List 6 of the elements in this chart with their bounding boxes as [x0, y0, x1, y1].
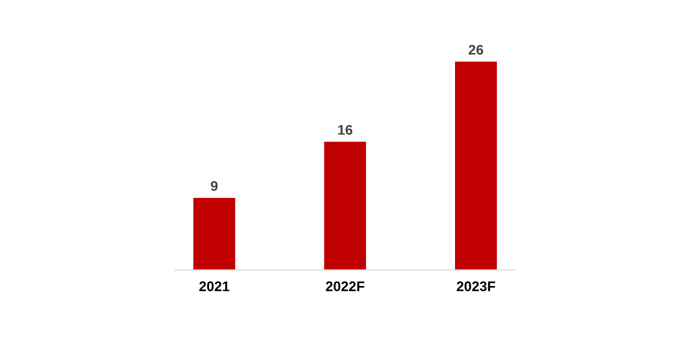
- x-tick-label: 2021: [199, 281, 230, 292]
- x-tick-label: 2023F: [456, 281, 496, 292]
- x-tick-label: 2022F: [326, 281, 364, 292]
- data-label: 16: [338, 124, 352, 135]
- data-label: 9: [210, 181, 218, 191]
- data-label: 26: [468, 44, 484, 55]
